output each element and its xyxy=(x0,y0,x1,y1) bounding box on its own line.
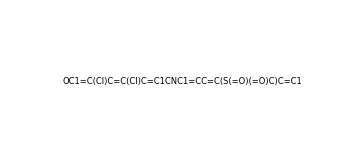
Text: OC1=C(Cl)C=C(Cl)C=C1CNC1=CC=C(S(=O)(=O)C)C=C1: OC1=C(Cl)C=C(Cl)C=C1CNC1=CC=C(S(=O)(=O)C… xyxy=(63,77,302,86)
